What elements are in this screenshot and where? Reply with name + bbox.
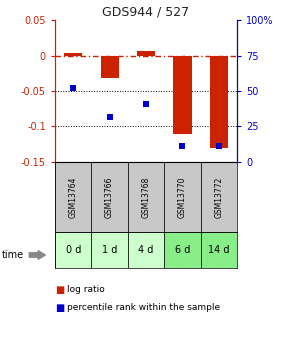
- Text: 4 d: 4 d: [138, 245, 154, 255]
- Text: GSM13768: GSM13768: [142, 176, 151, 218]
- Text: GSM13764: GSM13764: [69, 176, 78, 218]
- Bar: [201, 232, 237, 268]
- Text: 6 d: 6 d: [175, 245, 190, 255]
- Text: log ratio: log ratio: [67, 286, 105, 295]
- Text: 1 d: 1 d: [102, 245, 117, 255]
- Bar: [201, 162, 237, 232]
- Bar: [55, 162, 91, 232]
- Bar: [128, 162, 164, 232]
- Text: 0 d: 0 d: [66, 245, 81, 255]
- Text: percentile rank within the sample: percentile rank within the sample: [67, 304, 220, 313]
- Text: GSM13772: GSM13772: [214, 176, 223, 218]
- Text: GSM13770: GSM13770: [178, 176, 187, 218]
- Bar: [64, 53, 82, 56]
- Bar: [210, 56, 228, 148]
- Bar: [91, 232, 128, 268]
- Text: 14 d: 14 d: [208, 245, 229, 255]
- Bar: [91, 162, 128, 232]
- Bar: [100, 56, 119, 78]
- Text: time: time: [1, 250, 24, 260]
- Title: GDS944 / 527: GDS944 / 527: [103, 6, 190, 19]
- Text: ■: ■: [55, 303, 64, 313]
- Text: ■: ■: [55, 285, 64, 295]
- Bar: [164, 162, 201, 232]
- Bar: [164, 232, 201, 268]
- Bar: [55, 232, 91, 268]
- Bar: [173, 56, 192, 134]
- Bar: [137, 50, 155, 56]
- Bar: [128, 232, 164, 268]
- Text: GSM13766: GSM13766: [105, 176, 114, 218]
